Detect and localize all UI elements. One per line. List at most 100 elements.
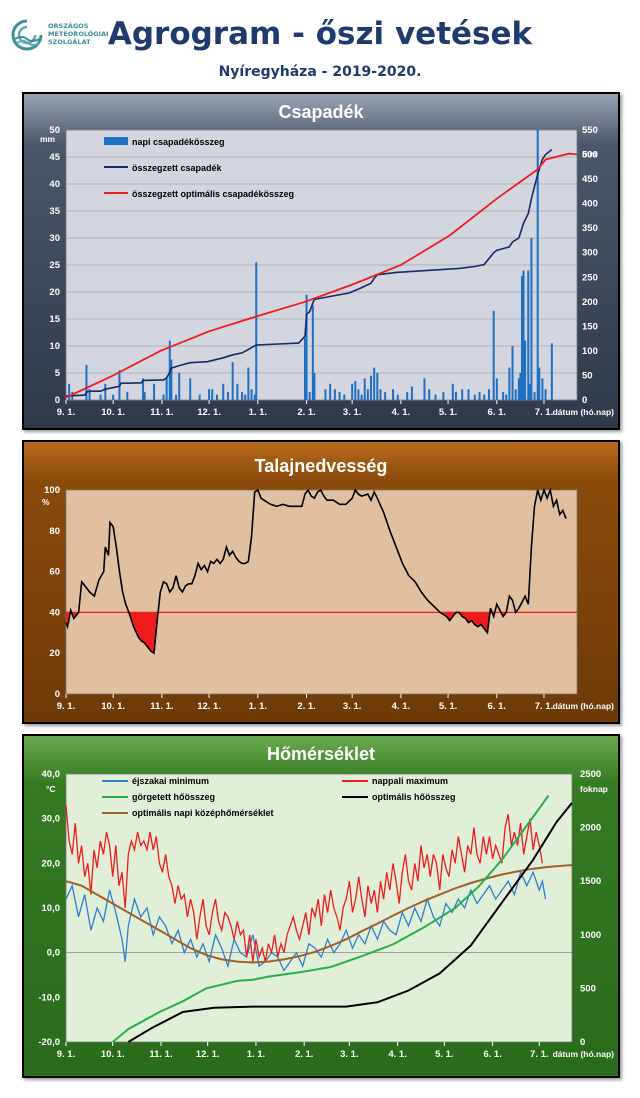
- precip-bar: [170, 359, 173, 400]
- soil-moisture-panel: Talajnedvesség 9. 1. 10. 1. 11. 1. 12. 1. 1. …: [22, 440, 620, 724]
- precip-bar: [142, 378, 145, 400]
- y-tick-label: 40: [49, 607, 60, 618]
- precip-bar: [384, 391, 387, 400]
- y2-tick-label: 500: [580, 983, 596, 994]
- temperature-chart: Hőmérséklet 9. 1. 10. 1. 11. 1. 12. 1. 1. 1. 2…: [38, 744, 615, 1060]
- legend-label: optimális napi középhőmérséklet: [132, 808, 274, 818]
- x-tick-label: 3. 1.: [343, 407, 362, 418]
- precip-bar: [247, 367, 250, 400]
- precip-bar: [487, 389, 490, 400]
- precip-bar: [467, 389, 470, 400]
- precip-bar: [178, 373, 181, 400]
- legend-label: napi csapadékösszeg: [132, 137, 225, 147]
- x-tick-label: 12. 1.: [197, 407, 221, 418]
- precip-bar: [530, 238, 533, 400]
- y-tick-label: 25: [49, 260, 60, 271]
- y2-tick-label: 1500: [580, 876, 601, 887]
- x-tick-label: 4. 1.: [392, 407, 411, 418]
- precip-bar: [208, 389, 211, 400]
- page-header: ORSZÁGOS METEOROLÓGIAI SZOLGÁLAT Agrogra…: [0, 0, 640, 86]
- precip-bar: [215, 394, 218, 400]
- x-tick-label: 2. 1.: [297, 701, 316, 712]
- y-tick-label: 20,0: [42, 858, 61, 869]
- precip-bar: [99, 394, 102, 400]
- precip-bar: [250, 389, 253, 400]
- precip-bar: [511, 346, 514, 400]
- y-unit-label: %: [42, 497, 50, 507]
- x-tick-label: 3. 1.: [343, 701, 362, 712]
- x-tick-label: 6. 1.: [483, 1049, 502, 1060]
- y2-tick-label: 100: [582, 346, 598, 357]
- precipitation-chart: Csapadék 9. 1. 10. 1. 11. 1. 12. 1. 1. 1. 2. 1…: [40, 102, 615, 418]
- y-tick-label: 35: [49, 206, 60, 217]
- y2-tick-label: 550: [582, 125, 598, 136]
- page-subtitle: Nyíregyháza - 2019-2020.: [218, 64, 422, 80]
- y-tick-label: 40: [49, 179, 60, 190]
- precip-bar: [313, 373, 316, 400]
- x-tick-label: 11. 1.: [150, 701, 173, 712]
- x-tick-label: 1. 1.: [247, 1049, 266, 1060]
- y-tick-label: 0: [55, 689, 60, 700]
- precip-bar: [428, 389, 431, 400]
- precip-bar: [379, 389, 382, 400]
- precip-bar: [175, 394, 178, 400]
- omsz-logo-mark-icon: [11, 19, 43, 51]
- x-tick-label: 6. 1.: [488, 701, 507, 712]
- precip-bar: [236, 383, 239, 400]
- day-maximum-line: [65, 805, 544, 962]
- precip-bar: [473, 394, 476, 400]
- precip-bar: [492, 310, 495, 400]
- precip-bar: [483, 394, 486, 400]
- precip-bar: [538, 367, 541, 400]
- y-tick-label: 15: [49, 314, 60, 325]
- precip-bar: [454, 391, 457, 400]
- precip-bar: [396, 394, 399, 400]
- y2-tick-label: 300: [582, 248, 598, 259]
- x-tick-label: 9. 1.: [57, 701, 76, 712]
- x-tick-label: 4. 1.: [392, 701, 411, 712]
- y-tick-label: 10: [49, 341, 60, 352]
- precip-bar: [357, 389, 360, 400]
- precip-bar: [478, 391, 481, 400]
- soil-moisture-chart: Talajnedvesség 9. 1. 10. 1. 11. 1. 12. 1. 1. …: [42, 456, 614, 712]
- x-axis-label: dátum (hó.nap): [553, 407, 615, 417]
- precipitation-panel: Csapadék 9. 1. 10. 1. 11. 1. 12. 1. 1. 1. 2. 1…: [22, 92, 620, 430]
- precip-bar: [541, 378, 544, 400]
- precip-bar: [434, 394, 437, 400]
- x-tick-label: 6. 1.: [488, 407, 507, 418]
- precip-bar: [226, 391, 229, 400]
- precip-bar: [406, 391, 409, 400]
- y-tick-label: -20,0: [38, 1037, 60, 1048]
- precip-bar: [461, 389, 464, 400]
- logo-line: ORSZÁGOS: [48, 22, 89, 30]
- precip-bar: [88, 389, 91, 400]
- precip-bar: [502, 391, 505, 400]
- y2-tick-label: 0: [582, 395, 587, 406]
- precip-bar: [363, 378, 366, 400]
- x-tick-label: 5. 1.: [435, 1049, 454, 1060]
- precip-bar: [308, 391, 311, 400]
- y-tick-label: 80: [49, 526, 60, 537]
- precip-bar: [520, 275, 523, 400]
- x-tick-label: 12. 1.: [196, 1049, 220, 1060]
- logo-text: ORSZÁGOS METEOROLÓGIAI SZOLGÁLAT: [48, 22, 128, 46]
- precip-bar: [255, 262, 258, 400]
- y-unit-label: °C: [46, 784, 56, 794]
- y-tick-label: 5: [55, 368, 61, 379]
- precip-bar: [544, 389, 547, 400]
- deficit-area: [128, 612, 159, 654]
- legend-swatch: [104, 137, 128, 145]
- y-tick-label: 0: [55, 395, 60, 406]
- legend-label: összegzett csapadék: [132, 163, 223, 173]
- y-tick-label: 30: [49, 233, 60, 244]
- x-tick-label: 11. 1.: [149, 1049, 172, 1060]
- precip-bar: [528, 383, 531, 400]
- x-tick-label: 9. 1.: [57, 1049, 76, 1060]
- y-tick-label: 45: [49, 152, 60, 163]
- precip-bar: [360, 394, 363, 400]
- x-axis-label: dátum (hó.nap): [553, 1049, 615, 1059]
- precip-bar: [442, 391, 445, 400]
- temperature-panel: Hőmérséklet 9. 1. 10. 1. 11. 1. 12. 1. 1. 1. 2…: [22, 734, 620, 1078]
- x-tick-label: 4. 1.: [388, 1049, 407, 1060]
- chart-title: Talajnedvesség: [255, 456, 388, 476]
